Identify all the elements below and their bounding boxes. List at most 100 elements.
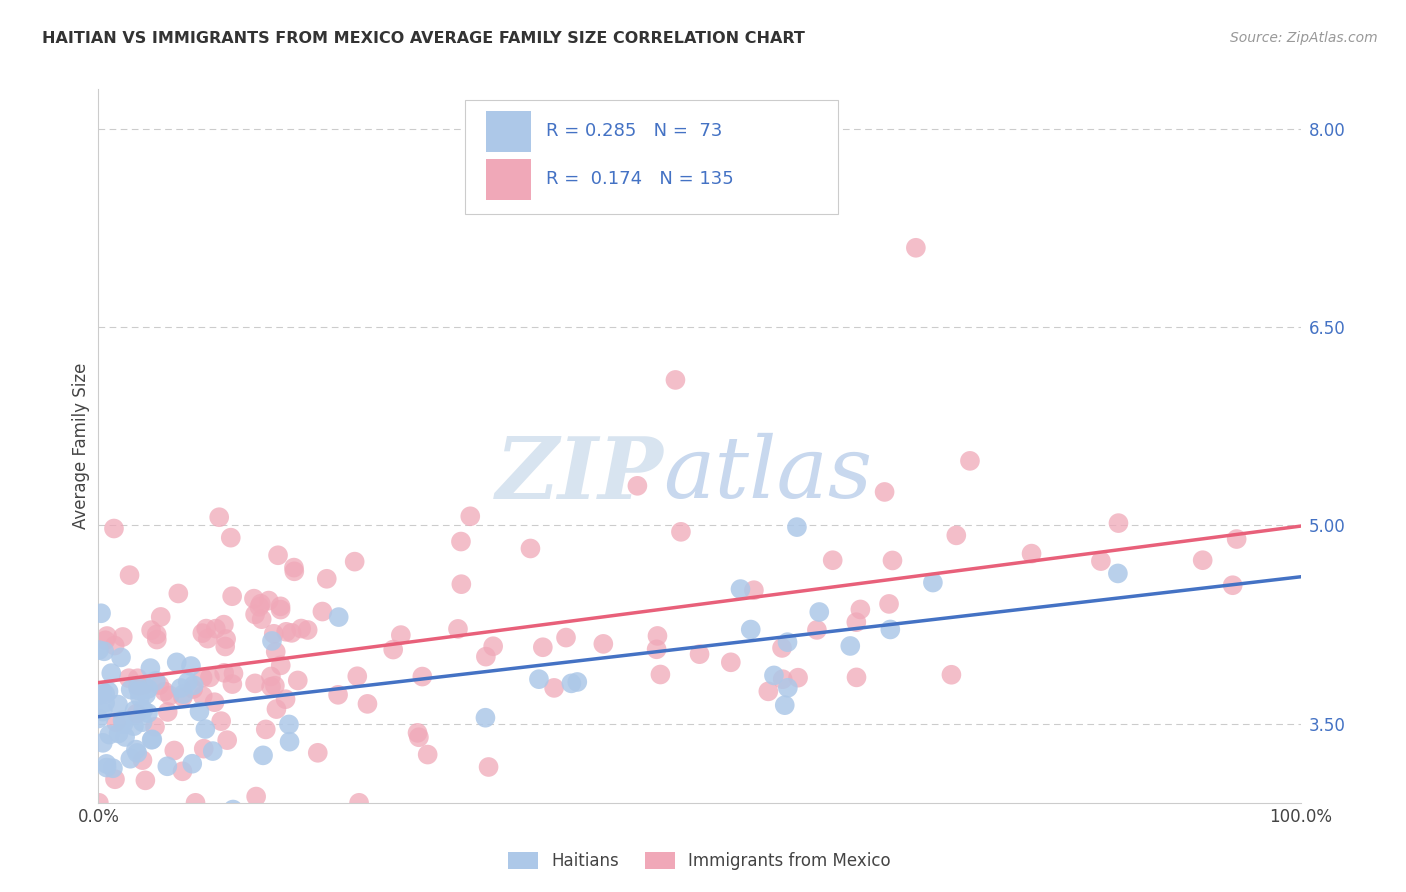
Point [167,586,190,600]
Point [191,626,214,640]
Point [260,634,283,648]
Point [787,671,810,685]
Point [107,726,129,740]
Point [252,748,274,763]
Point [96,756,118,771]
Point [447,622,470,636]
Point [808,605,831,619]
Point [127,746,149,760]
Point [94,687,117,701]
Point [172,690,194,704]
Point [139,623,162,637]
Point [283,564,305,578]
Point [153,684,176,698]
Point [260,669,283,683]
Point [105,715,128,730]
Point [156,705,179,719]
Point [243,676,266,690]
Point [382,642,405,657]
Point [96,629,118,643]
Point [283,560,305,574]
Point [873,485,896,500]
Point [1107,566,1129,581]
Point [249,599,271,614]
Point [131,715,153,730]
Point [215,632,238,646]
Point [181,681,204,696]
Legend: Haitians, Immigrants from Mexico: Haitians, Immigrants from Mexico [502,845,897,877]
Point [180,659,202,673]
Point [221,589,243,603]
Point [93,644,115,658]
Point [100,666,122,681]
Point [776,635,799,649]
Point [250,612,273,626]
Text: R = 0.285   N =  73: R = 0.285 N = 73 [546,122,723,140]
Text: atlas: atlas [664,434,873,516]
Point [543,681,565,695]
Point [103,522,125,536]
Point [264,679,287,693]
Point [560,676,582,690]
Point [849,602,872,616]
Point [204,622,226,636]
Point [287,673,309,688]
Point [148,678,170,692]
Point [193,741,215,756]
Point [127,679,149,693]
Point [742,583,765,598]
Point [125,706,148,721]
Point [136,681,159,696]
Point [1021,547,1043,561]
Point [959,454,981,468]
Point [111,714,134,728]
Point [297,623,319,637]
Text: R =  0.174   N = 135: R = 0.174 N = 135 [546,170,734,188]
Point [290,622,312,636]
Point [104,639,127,653]
Point [120,682,142,697]
Point [626,479,648,493]
Point [170,681,193,695]
Point [519,541,541,556]
Point [94,633,117,648]
Point [786,520,808,534]
Point [243,607,266,622]
Point [163,743,186,757]
Point [134,773,156,788]
Point [877,597,900,611]
Point [254,723,277,737]
Point [356,697,378,711]
Point [91,736,114,750]
Point [416,747,439,762]
Point [555,631,578,645]
Point [87,711,110,725]
Point [212,665,235,680]
Point [645,642,668,657]
Point [475,649,498,664]
Point [124,703,146,717]
Point [347,796,370,810]
Point [184,796,207,810]
Point [408,731,430,745]
Point [87,796,110,810]
Point [104,772,127,787]
Point [343,555,366,569]
Point [647,629,669,643]
Point [201,744,224,758]
Point [839,639,862,653]
Point [477,760,499,774]
Point [221,677,243,691]
Point [90,607,112,621]
Point [266,702,288,716]
Point [145,627,167,641]
Point [87,643,110,657]
Point [482,639,505,653]
Point [143,720,166,734]
Point [197,632,219,646]
Point [845,615,868,630]
Point [773,698,796,713]
Point [146,632,169,647]
Point [172,764,194,779]
Point [406,726,429,740]
